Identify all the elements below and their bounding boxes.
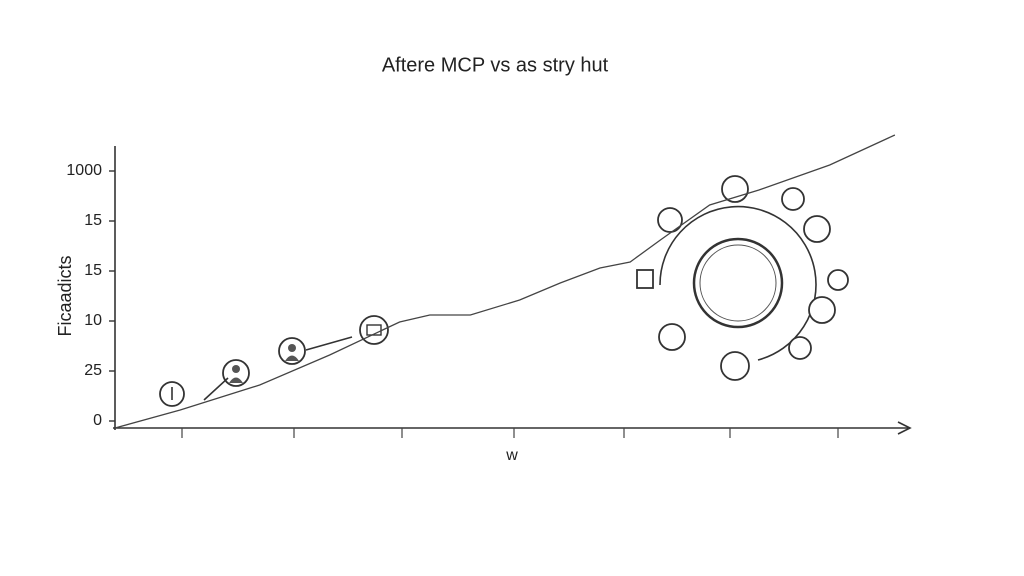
x-axis-label: w [505, 447, 518, 464]
y-tick-label: 25 [84, 362, 102, 379]
y-tick-label: 10 [84, 312, 102, 329]
y-tick-label: 1000 [66, 162, 102, 179]
icons [159, 175, 849, 407]
x-axis-decor [181, 428, 839, 438]
y-tick-label: 15 [84, 262, 102, 279]
y-axis-label: Ficaadicts [55, 255, 75, 336]
y-tick-label: 0 [93, 412, 102, 429]
line [114, 134, 896, 429]
y-tick-label: 15 [84, 212, 102, 229]
chart-title: Aftere MCP vs as stry hut [382, 54, 609, 76]
x-axis-arrow [897, 421, 912, 435]
